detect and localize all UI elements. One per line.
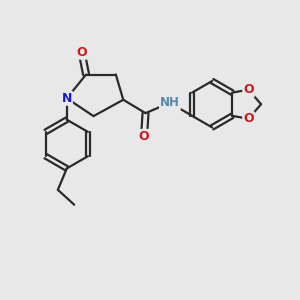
Text: O: O	[76, 46, 87, 59]
Text: O: O	[243, 83, 254, 96]
Text: N: N	[61, 92, 72, 105]
Text: O: O	[139, 130, 149, 143]
Text: NH: NH	[160, 96, 180, 109]
Text: O: O	[243, 112, 254, 125]
